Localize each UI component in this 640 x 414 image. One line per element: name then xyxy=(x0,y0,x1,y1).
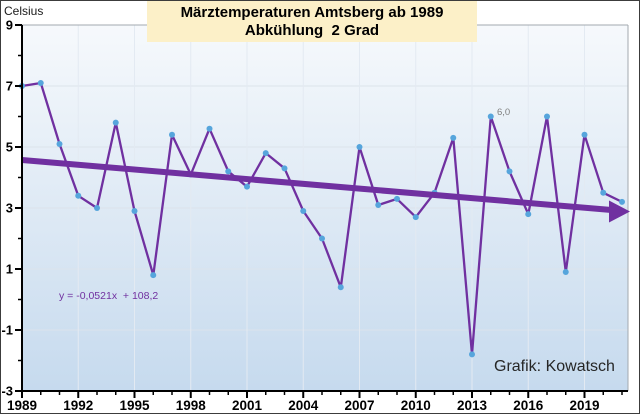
data-point xyxy=(75,192,82,199)
x-tick-label: 1992 xyxy=(63,398,93,413)
data-point xyxy=(281,165,288,172)
data-point xyxy=(619,198,625,205)
x-tick-label: 2013 xyxy=(457,398,488,413)
x-tick-label: 1989 xyxy=(7,398,37,413)
y-tick-label: 1 xyxy=(6,262,13,277)
x-tick-label: 2019 xyxy=(569,398,599,413)
data-point xyxy=(94,205,100,211)
y-tick-label: -1 xyxy=(1,323,13,338)
data-point xyxy=(506,168,513,175)
data-point xyxy=(262,150,269,157)
data-point xyxy=(412,214,419,221)
data-point xyxy=(394,195,400,202)
data-point xyxy=(169,131,175,138)
chart-title-line2: Abkühlung 2 Grad xyxy=(244,22,380,39)
chart-title: Märztemperaturen Amtsberg ab 1989 Abkühl… xyxy=(147,1,477,42)
x-tick-label: 2010 xyxy=(401,398,431,413)
data-point xyxy=(37,79,44,86)
data-point xyxy=(600,189,607,196)
credit-text: Grafik: Kowatsch xyxy=(494,358,615,375)
y-tick-label: 9 xyxy=(6,18,13,33)
trend-line xyxy=(21,157,614,214)
data-point xyxy=(337,284,344,291)
data-point xyxy=(469,351,475,358)
data-point xyxy=(544,113,550,120)
data-point xyxy=(300,208,307,215)
x-tick-label: 2016 xyxy=(513,398,544,413)
max-point-label: 6,0 xyxy=(497,107,511,118)
trend-arrowhead xyxy=(609,200,630,223)
y-tick-label: 3 xyxy=(6,201,13,216)
data-point xyxy=(450,134,457,141)
data-point xyxy=(562,269,569,276)
trend-equation-label: y = -0,0521x + 108,2 xyxy=(59,290,159,302)
y-tick-label: 5 xyxy=(6,140,13,155)
data-point xyxy=(206,125,213,132)
x-tick-label: 2001 xyxy=(232,398,263,413)
data-point xyxy=(244,183,250,190)
data-point xyxy=(56,140,63,147)
x-tick-label: 1998 xyxy=(176,398,207,413)
data-point xyxy=(319,235,325,242)
data-point xyxy=(487,113,494,120)
data-point xyxy=(225,168,232,175)
data-point xyxy=(356,144,363,150)
data-point xyxy=(525,211,532,218)
data-point xyxy=(581,131,588,138)
y-axis-unit-label: Celsius xyxy=(4,4,44,18)
data-point xyxy=(150,272,157,279)
data-point xyxy=(375,201,382,208)
data-point xyxy=(112,119,119,126)
x-tick-label: 2007 xyxy=(344,398,374,413)
y-tick-label: 7 xyxy=(6,79,13,94)
chart-title-line1: Märztemperaturen Amtsberg ab 1989 xyxy=(180,4,444,21)
x-tick-label: 1995 xyxy=(119,398,150,413)
data-point xyxy=(131,208,138,215)
x-tick-label: 2004 xyxy=(288,398,319,413)
y-tick-label: -3 xyxy=(1,384,13,399)
